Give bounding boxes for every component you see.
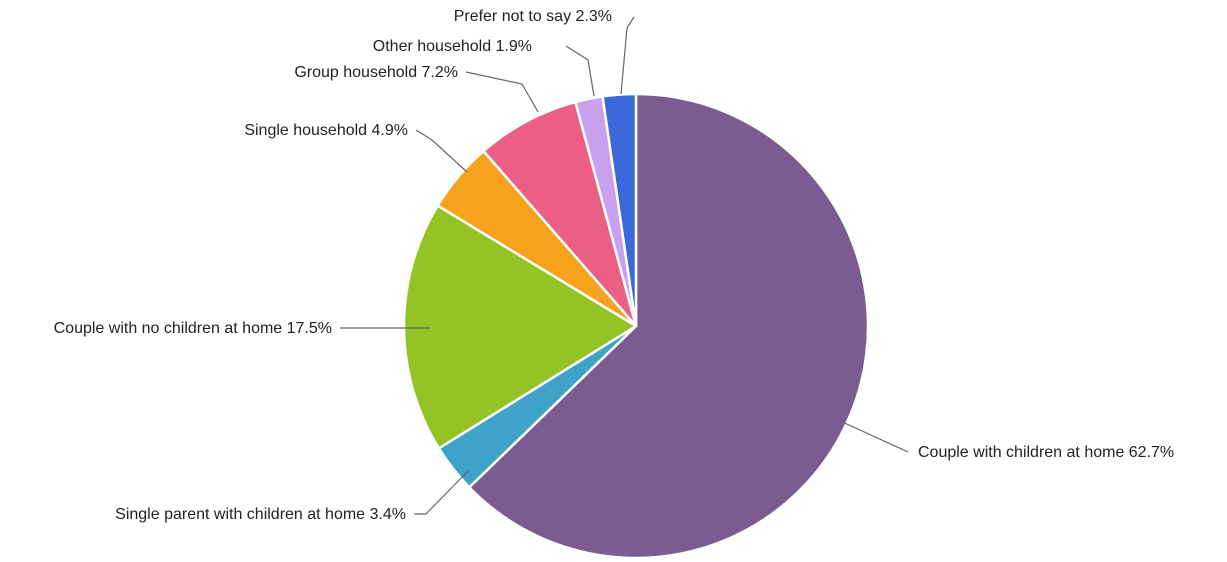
leader-line-single-parent-with-children-at-home xyxy=(414,469,470,515)
pie-slice-couple-with-no-children-at-home xyxy=(402,204,638,450)
slice-label-group-household: Group household 7.2% xyxy=(294,64,458,81)
slice-label-couple-with-children-at-home: Couple with children at home 62.7% xyxy=(918,444,1174,461)
leader-line-prefer-not-to-say xyxy=(620,16,635,95)
leader-line-group-household xyxy=(465,71,539,113)
slice-label-prefer-not-to-say: Prefer not to say 2.3% xyxy=(454,8,612,25)
slice-label-single-household: Single household 4.9% xyxy=(244,122,408,139)
slice-labels: Couple with children at home 62.7% Single… xyxy=(54,8,1175,523)
slice-label-couple-with-no-children-at-home: Couple with no children at home 17.5% xyxy=(54,320,332,337)
leader-lines xyxy=(340,16,909,515)
slice-label-other-household: Other household 1.9% xyxy=(373,38,532,55)
pie-slice-prefer-not-to-say xyxy=(601,92,638,328)
slice-label-single-parent-with-children-at-home: Single parent with children at home 3.4% xyxy=(115,506,406,523)
leader-line-couple-with-children-at-home xyxy=(837,419,909,453)
leader-line-single-household xyxy=(415,129,468,173)
pie-slices xyxy=(402,92,870,560)
pie-slice-group-household xyxy=(482,100,638,328)
pie-slice-couple-with-children-at-home xyxy=(468,92,870,560)
leader-line-other-household xyxy=(565,45,595,97)
